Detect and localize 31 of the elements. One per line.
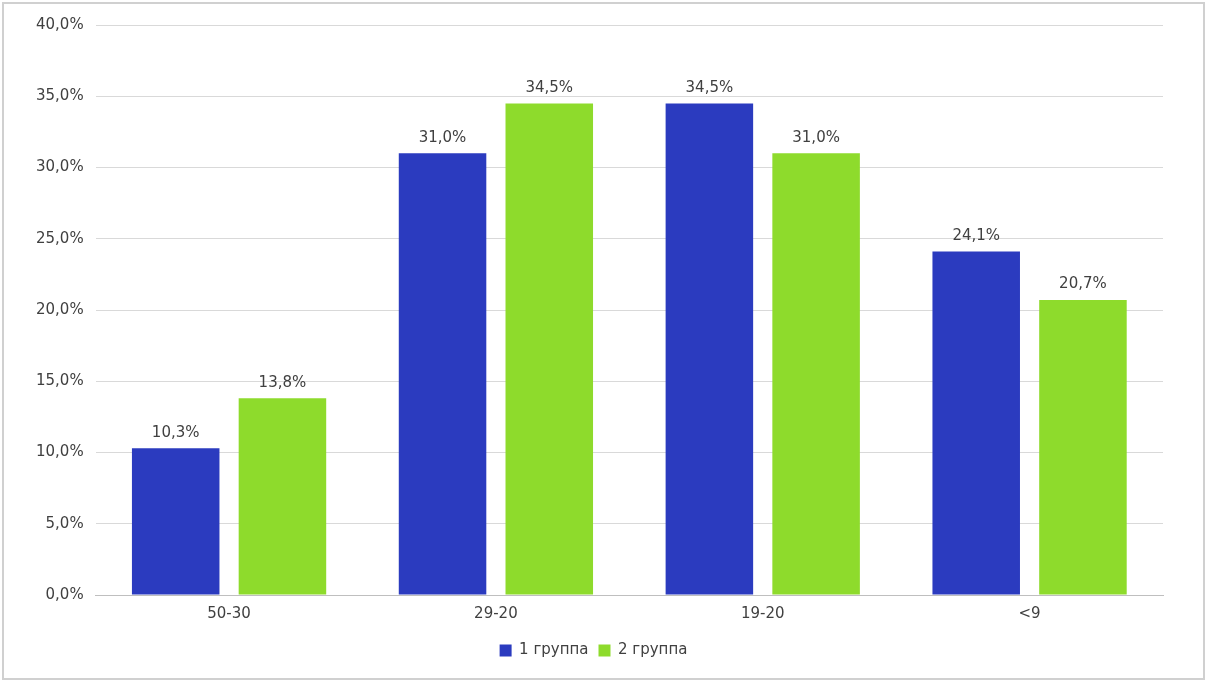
- y-tick-label: 10,0%: [36, 442, 84, 461]
- data-label: 13,8%: [258, 372, 307, 391]
- data-label: 20,7%: [1059, 274, 1107, 293]
- data-label: 24,1%: [952, 225, 1001, 244]
- data-label: 34,5%: [685, 77, 734, 96]
- legend-label: 1 группа: [519, 640, 589, 659]
- y-tick-label: 25,0%: [36, 228, 84, 247]
- y-tick-label: 20,0%: [36, 299, 84, 318]
- y-tick-label: 15,0%: [36, 371, 84, 390]
- bar: [131, 448, 220, 595]
- bar: [398, 153, 487, 595]
- bar: [665, 103, 754, 595]
- y-tick-label: 5,0%: [45, 513, 84, 532]
- y-tick-label: 35,0%: [36, 86, 84, 105]
- x-tick-label: 29-20: [474, 603, 518, 622]
- data-label: 34,5%: [525, 77, 574, 96]
- bar: [1039, 300, 1127, 595]
- x-tick-label: 50-30: [207, 603, 251, 622]
- bar: [238, 398, 327, 595]
- bar: [932, 251, 1020, 595]
- bar: [772, 153, 860, 595]
- x-tick-label: <9: [1018, 603, 1041, 622]
- data-label: 31,0%: [792, 127, 840, 146]
- data-label: 10,3%: [151, 422, 200, 441]
- data-label: 31,0%: [418, 127, 467, 146]
- y-tick-label: 0,0%: [45, 584, 84, 603]
- y-tick-label: 40,0%: [36, 14, 84, 33]
- bar: [505, 103, 594, 595]
- y-tick-label: 30,0%: [36, 157, 84, 176]
- legend-label: 2 группа: [618, 640, 688, 659]
- x-tick-label: 19-20: [740, 603, 785, 622]
